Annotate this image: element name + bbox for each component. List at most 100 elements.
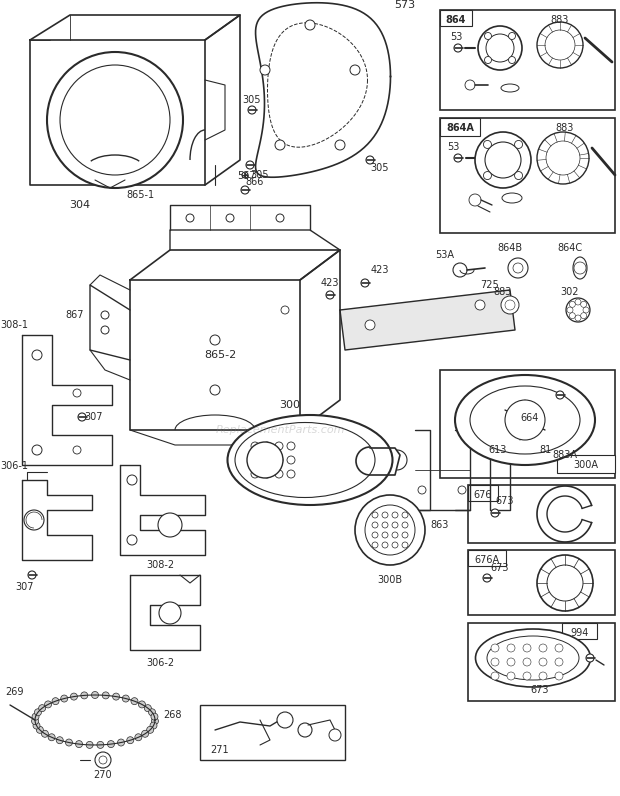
- Text: 883: 883: [551, 15, 569, 25]
- Circle shape: [508, 258, 528, 278]
- Bar: [557, 455, 615, 473]
- Circle shape: [248, 106, 256, 114]
- Text: 300A: 300A: [574, 460, 598, 470]
- Text: 994: 994: [571, 628, 589, 638]
- Circle shape: [99, 756, 107, 764]
- Text: 302: 302: [560, 287, 579, 297]
- Circle shape: [28, 571, 36, 579]
- Circle shape: [226, 214, 234, 222]
- Circle shape: [147, 726, 154, 733]
- Bar: [440, 10, 615, 110]
- Circle shape: [569, 302, 575, 307]
- Circle shape: [151, 718, 159, 724]
- Circle shape: [118, 739, 125, 746]
- Circle shape: [287, 442, 295, 450]
- Circle shape: [158, 513, 182, 537]
- Bar: [440, 118, 480, 136]
- Circle shape: [555, 672, 563, 680]
- Ellipse shape: [573, 257, 587, 279]
- Circle shape: [513, 263, 523, 273]
- Circle shape: [287, 456, 295, 464]
- Text: 863: 863: [431, 520, 449, 530]
- Bar: [468, 485, 615, 543]
- Circle shape: [539, 644, 547, 652]
- Text: 864: 864: [446, 15, 466, 25]
- Text: 423: 423: [371, 265, 389, 275]
- Text: 883: 883: [556, 123, 574, 133]
- Text: 305: 305: [250, 170, 269, 180]
- Circle shape: [122, 695, 130, 702]
- Circle shape: [45, 701, 51, 708]
- Circle shape: [73, 389, 81, 397]
- Circle shape: [484, 57, 492, 64]
- Circle shape: [48, 734, 55, 741]
- Circle shape: [469, 194, 481, 206]
- Circle shape: [454, 154, 462, 162]
- Circle shape: [263, 456, 271, 464]
- Circle shape: [392, 542, 398, 548]
- Circle shape: [101, 326, 109, 334]
- Circle shape: [545, 30, 575, 60]
- Circle shape: [537, 132, 589, 184]
- Circle shape: [555, 644, 563, 652]
- Circle shape: [101, 311, 109, 319]
- Text: 81: 81: [539, 445, 551, 455]
- Circle shape: [275, 470, 283, 478]
- Bar: [468, 550, 506, 566]
- Text: 307: 307: [85, 412, 104, 422]
- Circle shape: [555, 658, 563, 666]
- Circle shape: [281, 306, 289, 314]
- Circle shape: [575, 315, 581, 321]
- Ellipse shape: [228, 415, 392, 505]
- Circle shape: [52, 697, 59, 704]
- Circle shape: [569, 313, 575, 318]
- Circle shape: [305, 20, 315, 30]
- Text: 271: 271: [210, 745, 229, 755]
- Circle shape: [263, 442, 271, 450]
- Text: 306-2: 306-2: [146, 658, 174, 668]
- Circle shape: [454, 44, 462, 52]
- Bar: [468, 623, 615, 701]
- Circle shape: [335, 140, 345, 150]
- Text: 664: 664: [521, 413, 539, 423]
- Circle shape: [159, 602, 181, 624]
- Text: 573: 573: [394, 0, 415, 10]
- Circle shape: [491, 672, 499, 680]
- Circle shape: [186, 214, 194, 222]
- Circle shape: [102, 692, 109, 699]
- Circle shape: [246, 161, 254, 169]
- Circle shape: [486, 34, 514, 62]
- Text: 300B: 300B: [378, 575, 402, 585]
- Circle shape: [581, 313, 587, 318]
- Circle shape: [382, 512, 388, 518]
- Text: ReplacementParts.com: ReplacementParts.com: [215, 425, 345, 435]
- Circle shape: [483, 574, 491, 582]
- Circle shape: [92, 692, 99, 699]
- Bar: [440, 370, 615, 478]
- Text: 305: 305: [243, 95, 261, 105]
- Text: 567: 567: [237, 171, 256, 181]
- Circle shape: [42, 730, 48, 737]
- Circle shape: [365, 505, 415, 555]
- Circle shape: [372, 522, 378, 528]
- Circle shape: [127, 475, 137, 485]
- Circle shape: [402, 542, 408, 548]
- Circle shape: [523, 658, 531, 666]
- Text: 269: 269: [6, 687, 24, 697]
- Circle shape: [151, 713, 158, 720]
- Bar: [468, 550, 615, 615]
- Circle shape: [575, 299, 581, 305]
- Circle shape: [247, 442, 283, 478]
- Text: 864C: 864C: [557, 243, 583, 253]
- Circle shape: [556, 391, 564, 399]
- Circle shape: [392, 532, 398, 538]
- Circle shape: [251, 442, 259, 450]
- Circle shape: [402, 512, 408, 518]
- Text: 306-1: 306-1: [0, 461, 28, 471]
- Circle shape: [149, 708, 156, 716]
- Circle shape: [276, 214, 284, 222]
- Circle shape: [505, 300, 515, 310]
- Circle shape: [382, 522, 388, 528]
- Circle shape: [537, 22, 583, 68]
- Text: 53: 53: [450, 32, 462, 42]
